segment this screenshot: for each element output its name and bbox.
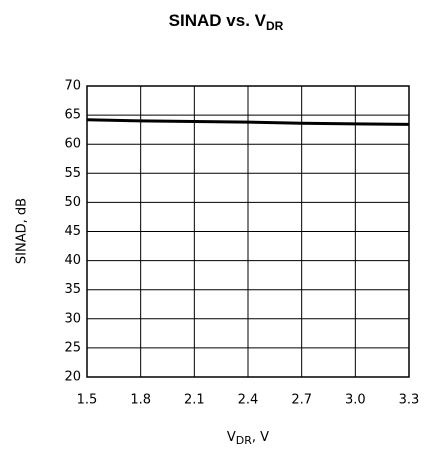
plot-border xyxy=(86,85,410,378)
y-tick-label: 25 xyxy=(64,340,81,355)
x-label-suffix: , V xyxy=(252,430,269,445)
x-axis-label: VDR, V xyxy=(227,430,269,448)
y-tick-label: 60 xyxy=(64,137,81,152)
y-tick-label: 70 xyxy=(64,79,81,94)
y-tick-label: 45 xyxy=(64,224,81,239)
y-tick-label: 30 xyxy=(64,311,81,326)
y-tick-label: 35 xyxy=(64,282,81,297)
y-tick-label: 50 xyxy=(64,195,81,210)
x-tick-label: 2.7 xyxy=(291,393,312,408)
x-tick-label: 2.1 xyxy=(184,393,205,408)
y-tick-label: 65 xyxy=(64,108,81,123)
x-label-text: V xyxy=(227,430,236,445)
x-label-subscript: DR xyxy=(236,434,252,447)
title-subscript: DR xyxy=(266,19,284,33)
y-tick-label: 40 xyxy=(64,253,81,268)
data-line xyxy=(86,118,410,126)
y-tick-label: 55 xyxy=(64,166,81,181)
x-tick-label: 3.0 xyxy=(345,393,366,408)
chart-title: SINAD vs. VDR xyxy=(169,11,284,33)
y-tick-label: 20 xyxy=(64,370,81,385)
x-tick-label: 1.8 xyxy=(130,393,151,408)
title-text: SINAD vs. V xyxy=(169,11,267,30)
x-tick-label: 3.3 xyxy=(399,393,420,408)
y-axis-label: SINAD, dB xyxy=(15,198,30,264)
x-tick-label: 2.4 xyxy=(238,393,259,408)
x-tick-label: 1.5 xyxy=(77,393,98,408)
